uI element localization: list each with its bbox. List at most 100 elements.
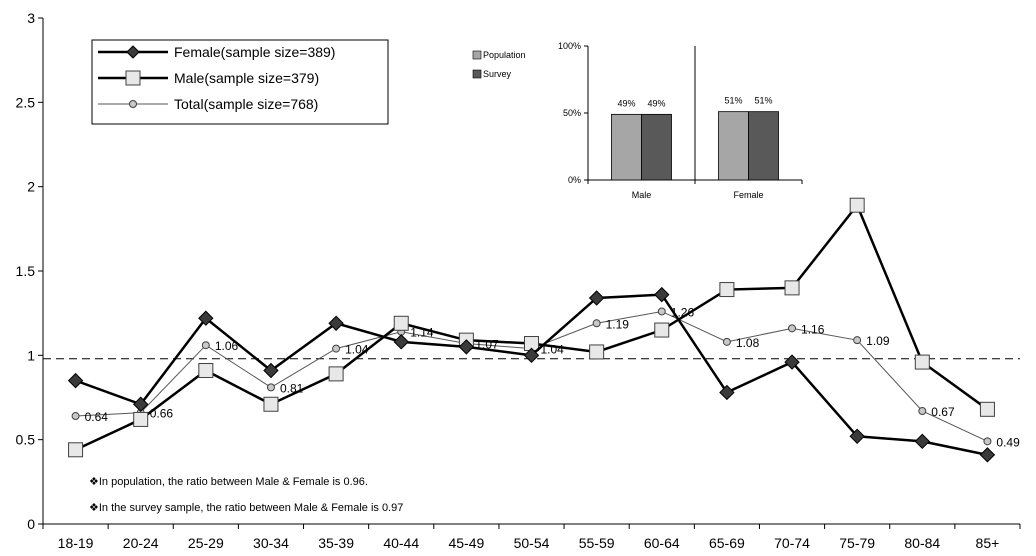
female-point — [719, 384, 735, 401]
inset-bar-survey — [641, 113, 672, 181]
x-tick-label: 75-79 — [839, 535, 875, 551]
x-tick-label: 55-59 — [579, 535, 615, 551]
x-tick-label: 50-54 — [514, 535, 550, 551]
total-point — [657, 307, 666, 316]
inset-bar-population — [718, 111, 749, 181]
male-point — [133, 411, 149, 427]
data-labels-group: 0.64 0.66 1.06 0.81 1.04 1.14 1.07 1.04 1.19 1.26… — [85, 305, 1021, 449]
series-line-square — [75, 202, 989, 451]
female-point — [979, 447, 996, 463]
x-tick-label: 20-24 — [123, 535, 159, 551]
data-label: 1.04 — [541, 343, 565, 357]
male-point — [263, 396, 279, 412]
y-tick-label: 2.5 — [16, 94, 36, 110]
female-point — [458, 339, 475, 355]
x-tick-label: 85+ — [976, 535, 1000, 551]
legend-marker-circle — [129, 100, 137, 108]
male-point — [784, 280, 800, 296]
y-tick-label: 1.5 — [16, 263, 36, 279]
total-point — [722, 337, 731, 346]
x-tick-label: 60-64 — [644, 535, 680, 551]
data-label: 0.66 — [150, 407, 174, 421]
total-point — [71, 412, 80, 421]
female-point — [588, 290, 605, 306]
legend-marker-square — [125, 70, 141, 86]
inset-legend-swatch — [472, 50, 482, 60]
x-tick-label: 70-74 — [774, 535, 810, 551]
total-point — [592, 319, 601, 328]
total-point — [853, 336, 862, 345]
male-point — [979, 401, 995, 417]
total-point — [201, 341, 210, 350]
data-label: 0.67 — [931, 405, 955, 419]
y-tick-label: 0.5 — [16, 432, 36, 448]
annotations: ❖In population, the ratio between Male &… — [89, 476, 403, 514]
y-tick-label: 0 — [27, 516, 35, 532]
male-point — [198, 363, 214, 379]
male-point — [68, 442, 84, 458]
female-point — [67, 372, 84, 389]
inset-bar-population — [611, 113, 642, 181]
female-point — [263, 362, 279, 379]
inset-legend-swatch — [472, 69, 482, 79]
female-point — [132, 396, 149, 412]
data-label: 0.64 — [85, 410, 109, 424]
inset-y-tick-label: 50% — [563, 108, 581, 118]
data-label: 1.26 — [671, 305, 695, 319]
annotation-survey: ❖In the survey sample, the ratio between… — [89, 502, 403, 514]
x-tick-label: 25-29 — [188, 535, 224, 551]
inset-legend-label: Survey — [483, 69, 512, 79]
data-label: 1.04 — [345, 343, 369, 357]
inset-x-label: Male — [632, 190, 652, 200]
x-tick-label: 18-19 — [58, 535, 94, 551]
male-point — [654, 322, 670, 338]
inset-chart: 0% 50% 100% 49% 49% Male 51% 51% Female Populatio… — [472, 41, 803, 200]
male-point — [589, 344, 605, 360]
female-point — [914, 433, 931, 450]
inset-y-tick-label: 100% — [558, 41, 581, 51]
inset-legend-label: Population — [483, 50, 526, 60]
inset-bar-label: 49% — [647, 98, 665, 108]
female-point — [523, 347, 540, 364]
female-point — [654, 286, 670, 303]
inset-bar-label: 51% — [724, 96, 742, 106]
male-point — [914, 354, 930, 370]
total-point — [983, 437, 992, 446]
male-point — [719, 282, 735, 298]
male-point — [393, 315, 409, 331]
female-point — [198, 310, 214, 326]
x-tick-label: 65-69 — [709, 535, 745, 551]
data-label: 1.19 — [606, 317, 630, 331]
total-point — [788, 324, 797, 333]
y-tick-label: 2 — [27, 179, 35, 195]
total-point — [266, 383, 275, 392]
data-label: 1.07 — [475, 338, 499, 352]
data-label: 0.49 — [996, 435, 1020, 449]
main-series-group — [67, 197, 996, 463]
legend-label: Total(sample size=768) — [174, 96, 318, 112]
female-point — [784, 354, 800, 370]
inset-bar-survey — [748, 111, 779, 181]
x-tick-label: 40-44 — [383, 535, 419, 551]
female-point — [849, 428, 865, 445]
female-point — [393, 334, 409, 350]
inset-bar-label: 49% — [617, 98, 635, 108]
total-point — [332, 344, 341, 353]
annotation-population: ❖In population, the ratio between Male &… — [89, 476, 368, 488]
total-point — [918, 406, 927, 415]
male-point — [849, 197, 865, 213]
y-tick-label: 1 — [27, 347, 35, 363]
female-point — [328, 315, 344, 331]
legend-label: Male(sample size=379) — [174, 70, 319, 86]
legend-box — [91, 39, 389, 125]
data-label: 1.16 — [801, 322, 825, 336]
x-tick-label: 80-84 — [904, 535, 940, 551]
inset-bar-label: 51% — [754, 96, 772, 106]
x-tick-label: 35-39 — [318, 535, 354, 551]
male-point — [328, 366, 344, 382]
inset-y-tick-label: 0% — [568, 175, 581, 185]
x-tick-label: 45-49 — [448, 535, 484, 551]
y-tick-label: 3 — [27, 10, 35, 26]
data-label: 1.09 — [866, 334, 890, 348]
